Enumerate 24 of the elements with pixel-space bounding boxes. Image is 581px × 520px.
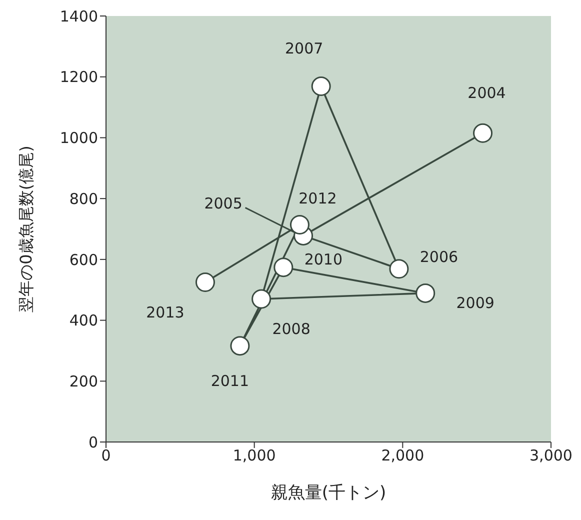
y-tick-label: 200 xyxy=(69,372,98,390)
annotation: 2013 xyxy=(146,303,184,322)
x-tick-label: 2,000 xyxy=(381,446,424,465)
annotation: 2007 xyxy=(284,39,324,58)
annotation: 2010 xyxy=(304,250,342,268)
x-axis-title: 親魚量(千トン) xyxy=(270,483,386,503)
y-axis-title: 翌年の0歳魚尾数(億尾) xyxy=(16,146,36,312)
y-tick-label: 0 xyxy=(88,433,98,452)
x-tick-label: 1,000 xyxy=(232,446,276,465)
annotation: 2012 xyxy=(298,190,337,208)
x-tick-label: 0 xyxy=(101,446,111,465)
y-tick-label: 1400 xyxy=(60,7,98,26)
x-tick-label: 3,000 xyxy=(530,446,572,465)
annotation: 2009 xyxy=(456,294,494,312)
y-tick-label: 400 xyxy=(69,312,98,330)
annotation: 2006 xyxy=(420,248,458,266)
annotation: 2008 xyxy=(272,320,310,338)
annotation: 2011 xyxy=(210,372,250,390)
y-tick-label: 1000 xyxy=(60,129,98,148)
annotation: 2004 xyxy=(468,84,506,102)
annotation: 2005 xyxy=(204,194,242,213)
y-tick-label: 600 xyxy=(69,250,98,269)
y-tick-label: 1200 xyxy=(60,68,98,86)
y-tick-label: 800 xyxy=(69,190,98,208)
